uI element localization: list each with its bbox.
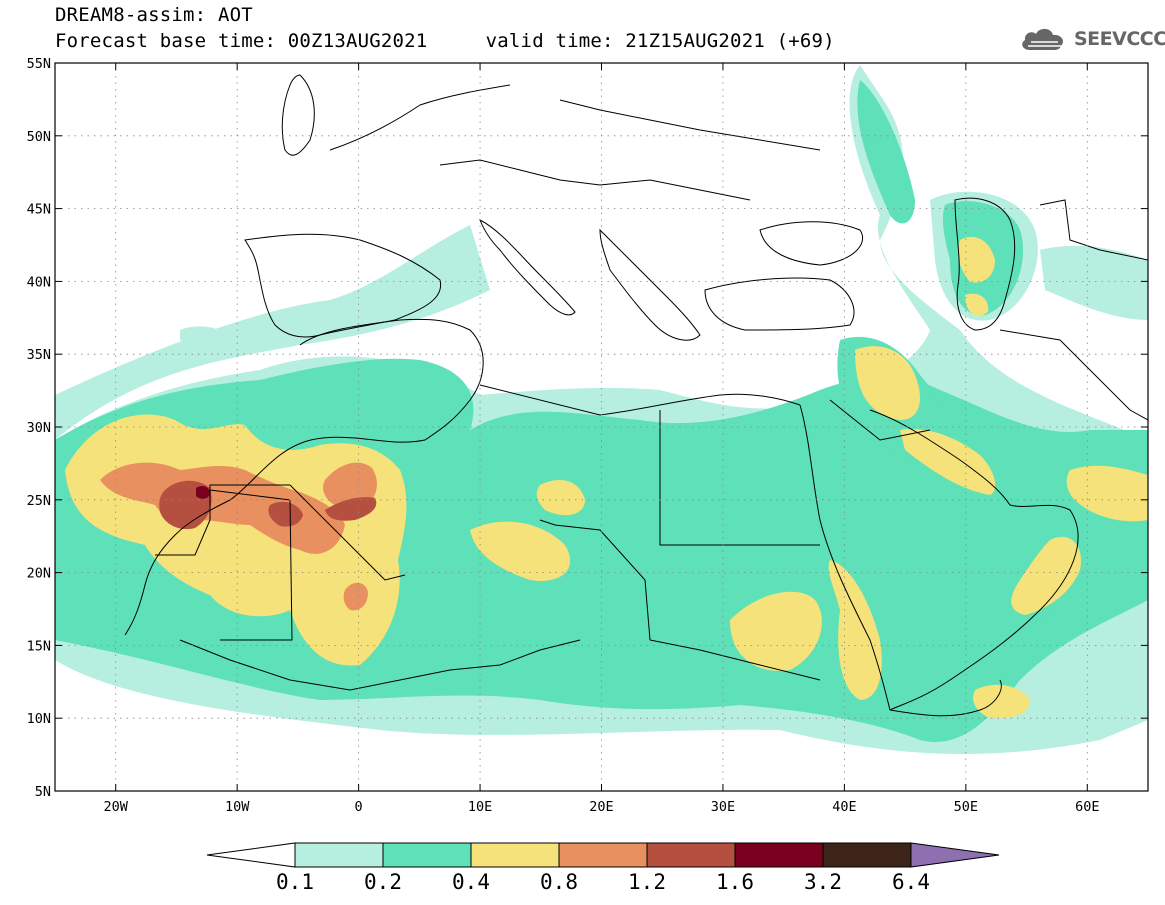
x-tick-label: 10W xyxy=(225,799,250,815)
coast-caspian xyxy=(954,197,1016,331)
y-tick-label: 10N xyxy=(27,711,51,727)
colorbar-box xyxy=(294,842,384,868)
colorbar-box xyxy=(558,842,648,868)
coast-europe-north xyxy=(329,84,511,151)
y-tick-label: 5N xyxy=(35,784,51,800)
border-mauritania-mali xyxy=(209,489,293,641)
coast-iberia xyxy=(244,233,442,338)
coast-italy xyxy=(479,218,576,316)
coast-uk xyxy=(281,74,315,156)
y-tick-label: 30N xyxy=(27,420,51,436)
aot-level-1.6 xyxy=(196,486,210,499)
border-algeria-niger xyxy=(289,484,406,581)
border-iran xyxy=(999,329,1148,421)
border-libya-egypt xyxy=(659,410,820,546)
y-tick-label: 25N xyxy=(27,493,51,509)
coast-black-sea xyxy=(759,221,863,266)
x-tick-label: 60E xyxy=(1075,799,1099,815)
colorbar-box xyxy=(734,842,824,868)
map-title: DREAM8-assim: AOT xyxy=(55,4,253,26)
gridlines xyxy=(55,63,1148,791)
coast-levant-red-sea xyxy=(799,404,891,711)
coast-mediterranean-south xyxy=(479,384,801,416)
longitude-axis: 20W 10W 0 10E 20E 30E 40E 50E 60E xyxy=(104,63,1099,815)
cloud-icon xyxy=(1022,28,1064,50)
x-tick-label: 10E xyxy=(468,799,492,815)
x-tick-label: 20W xyxy=(104,799,129,815)
y-tick-label: 55N xyxy=(27,56,51,72)
border-chad-sudan xyxy=(539,519,651,641)
logo-text: SEEVCCC xyxy=(1074,28,1165,50)
x-tick-label: 0 xyxy=(355,799,363,815)
coast-horn-africa xyxy=(889,679,1002,717)
coastlines-and-borders xyxy=(124,74,1148,717)
colorbar-label: 0.8 xyxy=(540,870,578,894)
coast-nw-africa xyxy=(124,318,484,636)
y-tick-label: 50N xyxy=(27,129,51,145)
colorbar-label: 6.4 xyxy=(892,870,930,894)
y-tick-label: 15N xyxy=(27,638,51,654)
coast-arabia-east xyxy=(869,409,1079,711)
border-sahel xyxy=(179,639,581,691)
border-saudi-iraq xyxy=(829,399,931,441)
colorbar-label: 0.1 xyxy=(276,870,314,894)
border-europe-east xyxy=(559,99,821,151)
y-tick-label: 40N xyxy=(27,274,51,290)
x-tick-label: 40E xyxy=(832,799,856,815)
border-sudan-south xyxy=(649,639,821,681)
x-tick-label: 50E xyxy=(954,799,978,815)
colorbar-box xyxy=(646,842,736,868)
colorbar-box xyxy=(470,842,560,868)
colorbar-box xyxy=(382,842,472,868)
colorbar-box xyxy=(822,842,912,868)
border-west-sahara xyxy=(155,484,290,556)
colorbar-label: 0.2 xyxy=(364,870,402,894)
x-tick-label: 20E xyxy=(589,799,613,815)
border-central-asia xyxy=(1039,199,1148,261)
x-tick-label: 30E xyxy=(711,799,735,815)
colorbar-label: 1.2 xyxy=(628,870,666,894)
colorbar-label: 3.2 xyxy=(804,870,842,894)
border-europe-central xyxy=(439,159,751,201)
colorbar-label: 0.4 xyxy=(452,870,490,894)
coast-turkey xyxy=(704,277,855,331)
y-tick-label: 35N xyxy=(27,347,51,363)
aot-field xyxy=(55,65,1148,754)
forecast-time-line: Forecast base time: 00Z13AUG2021 valid t… xyxy=(55,30,835,52)
coast-balkans-greece xyxy=(599,228,701,341)
colorbar-label: 1.6 xyxy=(716,870,754,894)
latitude-axis: 55N 50N 45N 40N 35N 30N 25N 20N 15N 10N 5N xyxy=(27,56,1148,800)
colorbar-under-triangle xyxy=(206,842,296,868)
seevccc-logo: SEEVCCC xyxy=(1018,22,1165,56)
y-tick-label: 20N xyxy=(27,566,51,582)
colorbar-over-triangle xyxy=(910,842,1000,868)
y-tick-label: 45N xyxy=(27,202,51,218)
